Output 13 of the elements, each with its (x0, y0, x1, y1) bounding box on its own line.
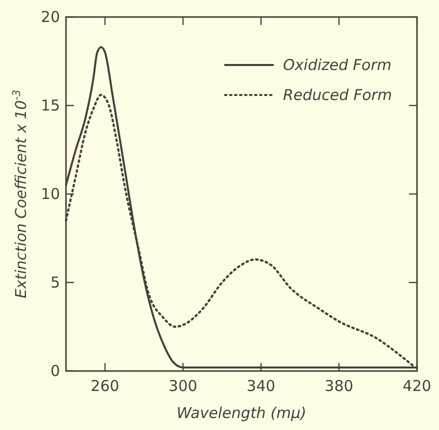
y-tick-label: 5 (50, 274, 60, 292)
x-tick-label: 380 (324, 377, 354, 395)
y-tick-label: 10 (40, 185, 60, 203)
x-axis-title: Wavelength (mμ) (176, 404, 306, 422)
x-tick-label: 300 (168, 377, 198, 395)
legend-label: Reduced Form (283, 86, 392, 104)
y-tick-label: 20 (40, 8, 60, 26)
x-tick-label: 420 (402, 377, 432, 395)
legend-label: Oxidized Form (283, 56, 392, 74)
x-tick-label: 340 (246, 377, 276, 395)
y-tick-label: 0 (50, 362, 60, 380)
y-tick-label: 15 (40, 96, 60, 114)
x-tick-label: 260 (90, 377, 120, 395)
